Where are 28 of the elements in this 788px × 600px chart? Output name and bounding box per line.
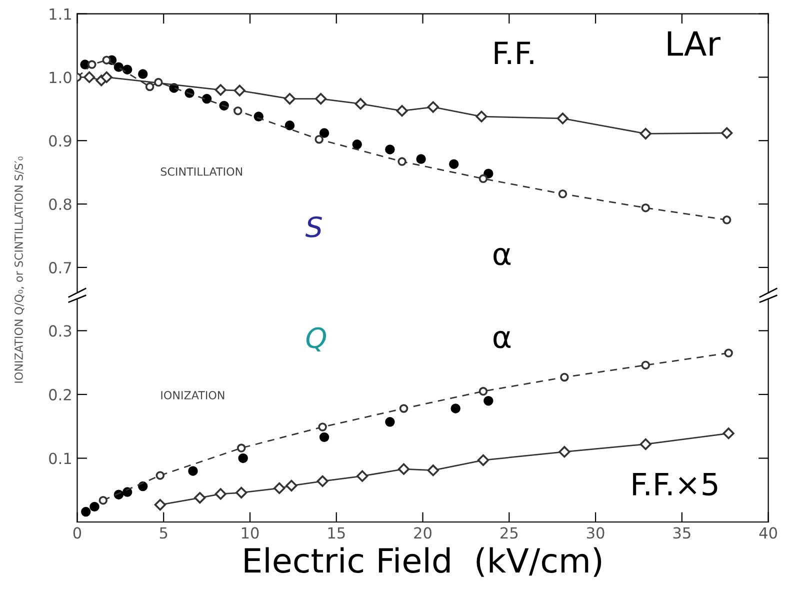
x-tick-label: 20 — [414, 527, 432, 539]
y-tick-label: 0.1 — [49, 452, 71, 464]
x-tick-label: 25 — [500, 527, 518, 539]
x-tick-label: 30 — [586, 527, 604, 539]
x-tick-label: 40 — [759, 527, 778, 539]
y-tick-label: 1.0 — [50, 72, 72, 84]
y-tick-label: 0.7 — [49, 262, 72, 274]
y-tick-label: 0.2 — [49, 388, 71, 400]
x-tick-label: 10 — [242, 527, 259, 539]
x-tick-label: 15 — [328, 527, 345, 539]
y-axis-title: IONIZATION Q/Q₀, or SCINTILLATION S/S′₀ — [14, 156, 24, 383]
series-label: F.F. — [494, 42, 534, 64]
y-tick-label: 0.3 — [49, 325, 72, 337]
x-tick-label: 0 — [73, 527, 82, 539]
y-tick-label: 0.9 — [49, 135, 72, 147]
x-axis-title: Electric Field (kV/cm) — [244, 547, 602, 577]
x-tick-label: 5 — [160, 527, 168, 539]
x-tick-label: 35 — [673, 527, 690, 539]
annotation: SCINTILLATION — [160, 167, 242, 176]
y-tick-label: 0.8 — [49, 198, 72, 210]
annotation: Q — [306, 327, 326, 352]
annotation: IONIZATION — [161, 390, 224, 400]
series-label: α — [494, 330, 511, 348]
annotation: LAr — [668, 31, 720, 56]
series-label: F.F.×5 — [633, 472, 718, 496]
annotation: S — [305, 216, 322, 238]
text: α — [494, 248, 511, 266]
y-tick-label: 1.1 — [50, 8, 71, 20]
